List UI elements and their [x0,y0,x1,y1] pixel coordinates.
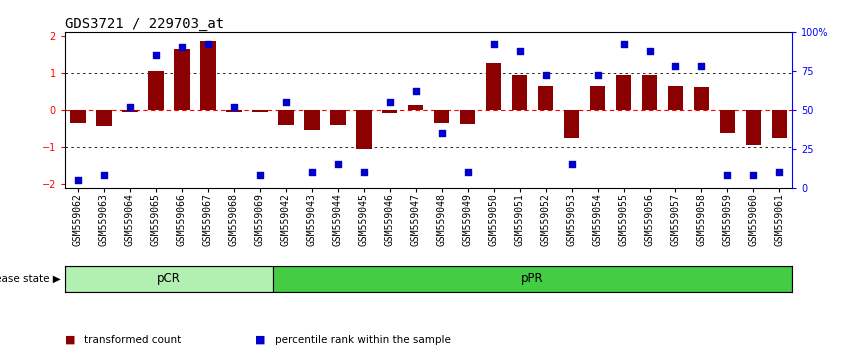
Bar [122,110,138,112]
Point [746,172,760,178]
Bar [538,86,553,110]
Bar [746,110,761,145]
Point [175,45,189,50]
Bar [65,266,273,292]
Point [279,99,293,105]
Bar [273,266,792,292]
Bar [408,105,423,110]
Point [669,63,682,69]
Bar [174,48,190,110]
Point [357,169,371,175]
Bar [356,110,372,149]
Bar [590,86,605,110]
Text: disease state ▶: disease state ▶ [0,274,61,284]
Bar [564,110,579,138]
Point [149,52,163,58]
Bar [486,63,501,110]
Point [435,130,449,136]
Bar [694,87,709,110]
Bar [304,110,320,130]
Point [201,41,215,47]
Bar [96,110,112,126]
Bar [642,74,657,110]
Text: pPR: pPR [521,272,544,285]
Point [721,172,734,178]
Bar [460,110,475,124]
Bar [382,110,397,113]
Bar [772,110,787,138]
Point [772,169,786,175]
Bar [200,41,216,110]
Point [227,104,241,109]
Point [695,63,708,69]
Point [97,172,111,178]
Bar [330,110,346,125]
Bar [226,110,242,112]
Point [461,169,475,175]
Point [565,161,578,167]
Point [71,177,85,183]
Point [539,73,553,78]
Text: pCR: pCR [157,272,181,285]
Bar [252,110,268,112]
Bar [616,74,631,110]
Bar [70,110,86,123]
Point [513,48,527,53]
Point [305,169,319,175]
Text: GDS3721 / 229703_at: GDS3721 / 229703_at [65,17,224,31]
Text: transformed count: transformed count [84,335,181,345]
Point [591,73,604,78]
Text: ■: ■ [255,335,266,345]
Bar [148,71,164,110]
Point [383,99,397,105]
Point [617,41,630,47]
Bar [668,86,683,110]
Point [331,161,345,167]
Bar [720,110,735,133]
Point [253,172,267,178]
Bar [278,110,294,125]
Point [123,104,137,109]
Point [487,41,501,47]
Point [643,48,656,53]
Text: percentile rank within the sample: percentile rank within the sample [275,335,450,345]
Point [409,88,423,94]
Text: ■: ■ [65,335,75,345]
Bar [434,110,449,123]
Bar [512,74,527,110]
